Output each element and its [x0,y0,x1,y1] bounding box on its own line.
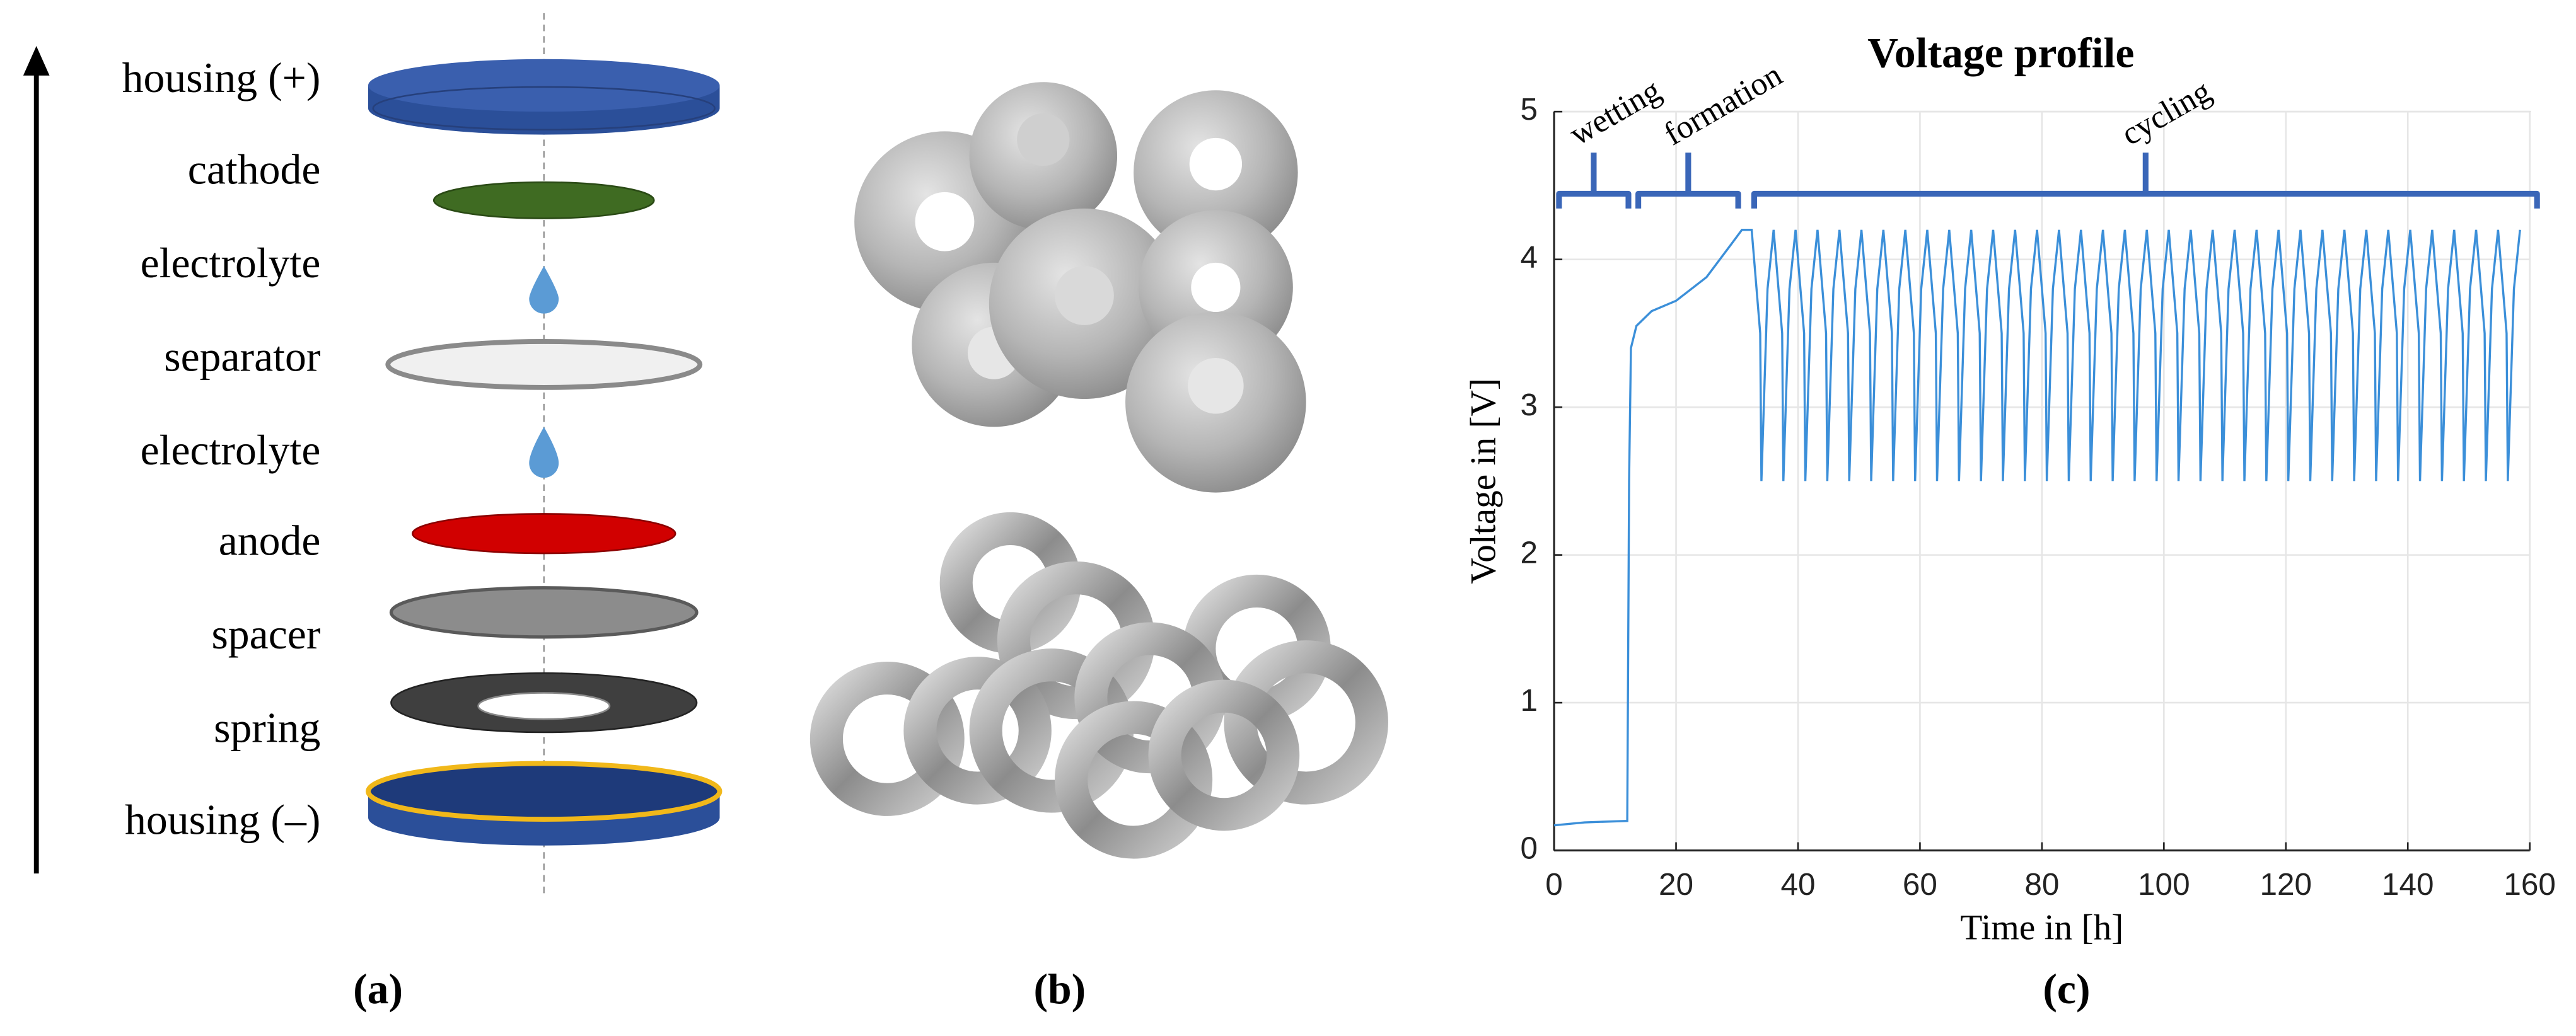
anode-disk [412,513,676,555]
layer-label: housing (+) [122,54,321,101]
panel-label: (b) [1033,965,1086,1013]
voltage-line [1553,229,2521,827]
housing-top-face [368,59,720,112]
x-tick-label: 140 [2382,867,2434,902]
x-tick-label: 80 [2024,867,2059,902]
exploded-view: housing (+) cathode electrolyte separator el… [23,13,722,895]
x-tick-label: 0 [1545,867,1563,902]
y-axis-label: Voltage in [V] [1463,378,1503,584]
y-tick-label: 4 [1520,240,1538,275]
layer-label: electrolyte [141,239,321,287]
x-tick-label: 40 [1780,867,1815,902]
layer-labels: housing (+) cathode electrolyte separator el… [122,54,321,844]
y-tick-label: 3 [1520,388,1538,422]
separator-disk [385,339,703,390]
drop [529,427,559,478]
voltage-chart: 0 20 40 60 80 100 120 140 160 0 1 2 3 4 5 Time in [h] Vo… [1463,30,2556,948]
x-tick-label: 20 [1659,867,1693,902]
washer-photos [809,82,1388,859]
layer-label: housing (–) [125,796,320,843]
layer-label: anode [219,517,321,565]
flat-washers [854,82,1306,493]
layer-label: separator [164,333,320,381]
layer-label: cathode [188,146,321,193]
x-tick-label: 120 [2260,867,2312,902]
x-tick-label: 160 [2503,867,2556,902]
layer-label: spring [214,705,320,752]
y-tick-label: 0 [1520,831,1538,866]
x-axis-label: Time in [h] [1960,907,2123,947]
arrow-head [23,45,50,76]
y-tick-label: 1 [1520,683,1538,718]
cathode-disk [432,181,655,219]
panel-label: (a) [353,965,403,1013]
spacer-disk [389,586,699,639]
panel-label: (c) [2043,965,2090,1013]
phase-brace [1751,153,2540,209]
x-tick-label: 60 [1903,867,1937,902]
drop [529,266,559,314]
chart-title: Voltage profile [1867,30,2134,77]
layer-label: spacer [211,611,320,658]
y-tick-label: 5 [1520,92,1538,127]
layer-label: electrolyte [141,427,321,474]
panel-labels: (a) (b) (c) [353,965,2090,1013]
spring-hole [477,692,611,720]
housing-bottom-face [366,761,722,822]
x-tick-label: 100 [2138,867,2190,902]
phase-brace [1635,153,1741,209]
phase-brace [1556,153,1632,209]
y-tick-label: 2 [1520,536,1538,570]
wave-washers [809,512,1388,859]
housing-top-rim [372,86,716,131]
